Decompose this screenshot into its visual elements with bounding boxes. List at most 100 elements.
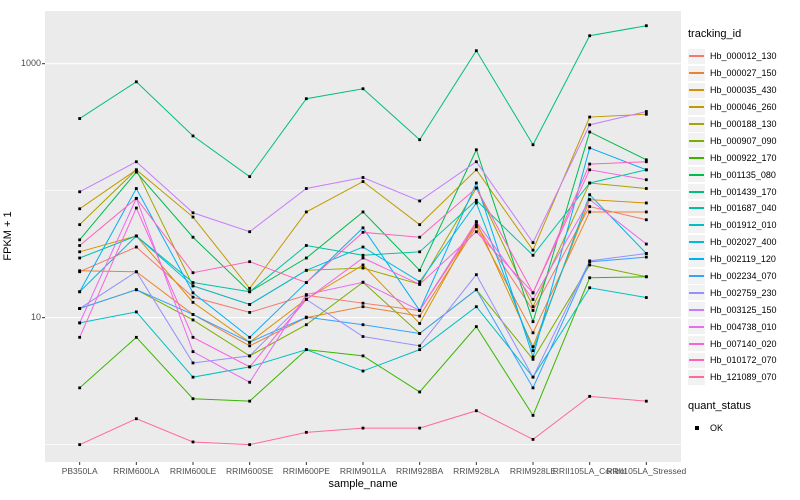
legend-item: Hb_001439_170 [688,183,798,200]
legend-line-icon [689,89,704,92]
legend-key-swatch [688,302,705,318]
legend-item: Hb_001135_080 [688,166,798,183]
quant-ok-key [688,421,705,436]
legend-item: Hb_121089_070 [688,369,798,386]
legend-key-swatch [688,217,705,233]
legend-key-swatch [688,82,705,98]
black-point-icon [694,426,699,431]
legend-item-label: Hb_000046_260 [710,102,777,113]
x-tick-label: RRIM600LE [169,466,217,476]
legend-line-icon [689,275,704,278]
legend-item-label: Hb_121089_070 [710,372,777,383]
legend-item: Hb_002234_070 [688,268,798,285]
legend-line-icon [689,123,704,125]
legend-key-swatch [688,336,705,352]
legend-item-label: Hb_004738_010 [710,321,777,332]
legend-item-label: Hb_000012_130 [710,51,777,62]
legend-key-swatch [688,133,705,149]
legend-item-label: Hb_003125_150 [710,304,777,315]
legend-item: Hb_000188_130 [688,116,798,133]
legend-key-swatch [688,167,705,183]
legend-key-swatch [688,234,705,250]
y-axis-title: FPKM + 1 [2,211,14,261]
legend-key-swatch [688,352,705,368]
quant-status-legend: quant_status OK [688,400,798,437]
legend-line-icon [689,207,704,210]
legend-item-label: OK [710,423,724,434]
legend-key-swatch [688,268,705,284]
y-tick-label: 10 [30,312,41,323]
legend-item: Hb_000922_170 [688,149,798,166]
legend-item-label: Hb_001912_010 [710,220,777,231]
legend-item: Hb_000046_260 [688,99,798,116]
legend-item: Hb_003125_150 [688,301,798,318]
legend-item: Hb_001912_010 [688,217,798,234]
legend-line-icon [689,291,704,294]
x-tick-label: RRII105LA_Stressed [606,466,687,476]
legend-key-swatch [688,319,705,335]
legend-item-label: Hb_002759_230 [710,287,777,298]
x-tick-label: RRIM600SE [226,466,274,476]
legend-item-label: Hb_001439_170 [710,186,777,197]
y-tick-label: 1000 [20,58,41,69]
legend-item-label: Hb_001687_040 [710,203,777,214]
legend-item-label: Hb_001135_080 [710,169,776,180]
x-tick-label: RRII105LA_Control [552,466,627,476]
legend-item-quant-ok: OK [688,420,798,437]
legend-item: Hb_000907_090 [688,132,798,149]
legend-item: Hb_000035_430 [688,82,798,99]
legend-line-icon [689,139,704,142]
legend-item-label: Hb_002027_400 [710,237,777,248]
legend-line-icon [689,258,704,261]
legend-item-label: Hb_000188_130 [710,119,777,129]
legend-key-swatch [688,65,705,81]
legend-title-tracking-id: tracking_id [688,28,742,40]
legend-key-swatch [688,369,705,385]
x-tick-label: RRIM928BA [396,466,444,476]
legend-line-icon [689,72,704,75]
legend-item: Hb_004738_010 [688,318,798,335]
legend-item: Hb_002027_400 [688,234,798,251]
tracking-id-legend-items: Hb_000012_130 Hb_000027_150 Hb_000035_430 H… [688,48,798,386]
legend-item-label: Hb_002119_120 [710,254,776,265]
legend-key-swatch [688,251,705,267]
legend-item: Hb_002759_230 [688,284,798,301]
x-tick-label: RRIM600PE [282,466,330,476]
legend-key-swatch [688,116,705,132]
legend-item-label: Hb_000027_150 [710,68,777,79]
legend-item-label: Hb_000922_170 [710,152,777,163]
legend-item-label: Hb_000035_430 [710,85,777,96]
x-tick-label: RRIM928LA [453,466,500,476]
legend-key-swatch [688,48,705,64]
legend-item: Hb_002119_120 [688,251,798,268]
legend: tracking_id Hb_000012_130 Hb_000027_150 Hb… [688,28,798,437]
legend-key-swatch [688,99,705,115]
x-axis-title: sample_name [328,478,398,490]
legend-item-label: Hb_010172_070 [710,355,777,366]
legend-line-icon [689,359,704,362]
legend-key-swatch [688,150,705,166]
x-tick-label: PB350LA [61,466,98,476]
plot-panel [45,11,681,462]
legend-item: Hb_000012_130 [688,48,798,65]
legend-line-icon [689,308,704,311]
legend-line-icon [689,241,704,244]
legend-item-label: Hb_002234_070 [710,271,777,282]
legend-item: Hb_001687_040 [688,200,798,217]
legend-item: Hb_000027_150 [688,65,798,82]
legend-key-swatch [688,285,705,301]
legend-line-icon [689,156,704,159]
legend-line-icon [689,325,704,328]
x-tick-label: RRIM928LE [509,466,557,476]
legend-line-icon [689,55,704,58]
legend-line-icon [689,224,704,227]
legend-line-icon [689,173,704,176]
legend-key-swatch [688,200,705,216]
legend-item-label: Hb_007140_020 [710,338,777,349]
x-tick-label: RRIM600LA [113,466,160,476]
x-tick-label: RRIM901LA [339,466,387,476]
legend-title-quant-status: quant_status [688,399,751,412]
legend-key-swatch [688,184,705,200]
legend-item-label: Hb_000907_090 [710,135,777,146]
